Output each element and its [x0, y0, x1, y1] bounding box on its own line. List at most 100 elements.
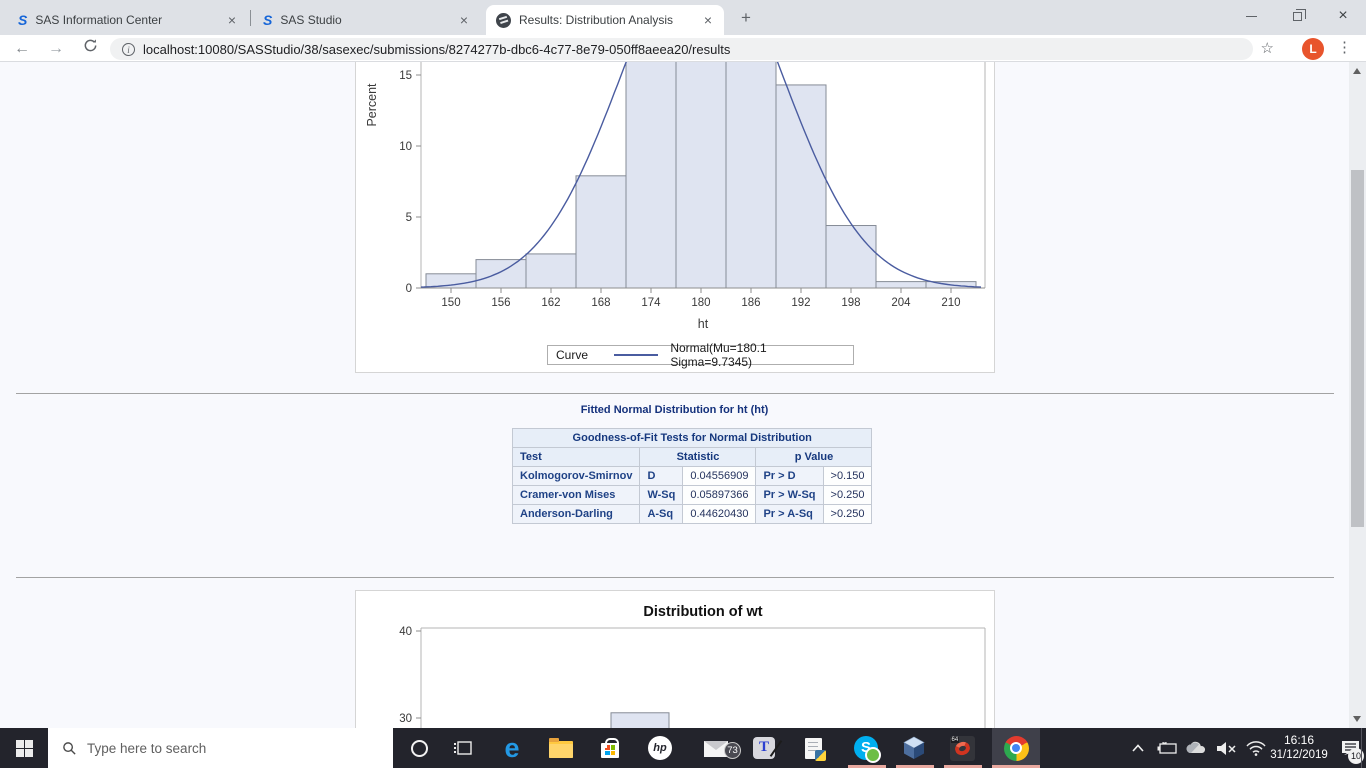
windows-logo-icon [15, 739, 33, 757]
date-text: 31/12/2019 [1270, 749, 1328, 761]
page-scrollbar[interactable] [1349, 62, 1366, 728]
close-icon: × [1338, 7, 1348, 24]
y-axis-title: Percent [365, 83, 379, 127]
running-indicator-virtualbox [896, 765, 934, 768]
y-tick-label: 5 [406, 212, 412, 224]
close-button[interactable]: × [1320, 0, 1366, 32]
cortana-button[interactable] [397, 728, 441, 768]
profile-avatar[interactable]: L [1302, 38, 1324, 60]
taskbar-search[interactable] [48, 728, 393, 768]
python-file-button[interactable] [791, 728, 835, 768]
histogram-ht-panel: 0 5 10 15 150 156 162 168 174 180 186 192 198 204 210 P… [355, 62, 995, 373]
legend-prefix: Curve [556, 348, 589, 362]
mail-unread-badge: 73 [724, 742, 741, 759]
tab-sas-studio[interactable]: S SAS Studio × [253, 6, 480, 34]
reload-icon [84, 39, 96, 52]
histogram-bar [675, 62, 727, 289]
reload-button[interactable] [78, 37, 102, 61]
tab-results-distribution-analysis[interactable]: Results: Distribution Analysis × [486, 5, 724, 35]
onedrive-cloud-icon [1186, 741, 1206, 753]
running-indicator-skype [848, 765, 886, 768]
curve-line-sample [614, 354, 659, 356]
p-label: Pr > D [755, 466, 824, 486]
minimize-button[interactable] [1228, 0, 1274, 32]
start-button[interactable] [0, 728, 48, 768]
bookmark-star-icon[interactable]: ☆ [1260, 40, 1274, 57]
y-tick-label: 40 [399, 626, 412, 638]
tab-close-icon[interactable]: × [227, 12, 236, 28]
task-view-button[interactable] [441, 728, 485, 768]
search-icon [63, 741, 76, 755]
clock[interactable]: 16:16 31/12/2019 [1266, 733, 1332, 763]
x-tick-label: 192 [791, 297, 810, 309]
legend-label: Normal(Mu=180.1 Sigma=9.7345) [670, 341, 767, 369]
scroll-up-arrow-icon[interactable] [1353, 68, 1361, 74]
running-indicator-red-64-app [944, 765, 982, 768]
results-page: 0 5 10 15 150 156 162 168 174 180 186 192 198 204 210 P… [0, 62, 1349, 728]
new-tab-button[interactable]: + [741, 8, 751, 27]
column-header-pvalue: p Value [755, 447, 873, 467]
battery-icon [1157, 742, 1177, 754]
volume-tray-button[interactable] [1212, 728, 1240, 768]
task-view-icon [454, 741, 472, 755]
mail-button[interactable]: 73 [694, 728, 741, 768]
address-bar[interactable]: i localhost:10080/SASStudio/38/sasexec/s… [110, 38, 1253, 60]
tab-close-icon[interactable]: × [459, 12, 468, 28]
back-button[interactable]: ← [14, 40, 30, 57]
skype-icon: S [854, 736, 881, 763]
test-name: Kolmogorov-Smirnov [511, 466, 641, 486]
url-text: localhost:10080/SASStudio/38/sasexec/sub… [143, 41, 731, 57]
tab-sas-information-center[interactable]: S SAS Information Center × [8, 6, 248, 34]
wifi-tray-button[interactable] [1242, 728, 1270, 768]
section-divider [16, 393, 1334, 394]
goodness-of-fit-table: Goodness-of-Fit Tests for Normal Distrib… [511, 428, 873, 524]
menu-kebab-icon[interactable]: ⋮ [1337, 39, 1352, 56]
mail-icon [704, 741, 728, 757]
forward-button[interactable]: → [48, 40, 64, 57]
chrome-button-active[interactable] [992, 728, 1040, 768]
x-tick-label: 204 [891, 297, 911, 309]
file-explorer-button[interactable] [539, 728, 583, 768]
window-controls: × [1228, 0, 1366, 32]
y-tick-label: 30 [399, 713, 412, 725]
show-desktop-button[interactable] [1361, 728, 1366, 768]
p-value: >0.250 [822, 504, 873, 524]
tex-editor-button[interactable]: T [742, 728, 786, 768]
p-value: >0.250 [822, 485, 873, 505]
tex-editor-icon: T [753, 737, 775, 759]
x-tick-label: 186 [741, 297, 760, 309]
tab-close-icon[interactable]: × [703, 12, 712, 28]
histogram-wt-chart: Distribution of wt 30 40 [399, 604, 986, 728]
windows-taskbar: e hp 73 T S [0, 728, 1366, 768]
time-text: 16:16 [1283, 733, 1315, 747]
volume-muted-icon [1217, 741, 1236, 755]
y-tick-label: 0 [406, 283, 412, 295]
hp-icon: hp [648, 736, 672, 760]
histogram-bar [725, 62, 777, 289]
edge-button[interactable]: e [490, 728, 534, 768]
histogram-bar [525, 253, 577, 289]
microsoft-store-button[interactable] [588, 728, 632, 768]
histogram-bar [825, 225, 877, 289]
virtualbox-button[interactable] [892, 728, 936, 768]
x-tick-label: 198 [841, 297, 860, 309]
scroll-down-arrow-icon[interactable] [1353, 716, 1361, 722]
onedrive-tray-button[interactable] [1182, 728, 1210, 768]
p-value: >0.150 [822, 466, 873, 486]
table-row: Kolmogorov-Smirnov D 0.04556909 Pr > D >… [511, 466, 873, 486]
test-name: Cramer-von Mises [511, 485, 641, 505]
site-info-icon[interactable]: i [122, 42, 135, 56]
hp-button[interactable]: hp [638, 728, 682, 768]
search-input[interactable] [87, 740, 337, 756]
hidden-icons-chevron-button[interactable] [1124, 728, 1152, 768]
restore-button[interactable] [1274, 0, 1320, 32]
chrome-icon [1003, 735, 1029, 761]
red-64-app-button[interactable] [940, 728, 984, 768]
skype-button[interactable]: S [844, 728, 888, 768]
edge-icon: e [504, 732, 520, 763]
scrollbar-thumb[interactable] [1351, 170, 1364, 527]
normal-curve [420, 62, 982, 288]
battery-tray-button[interactable] [1153, 728, 1181, 768]
stat-value: 0.05897366 [682, 485, 757, 505]
